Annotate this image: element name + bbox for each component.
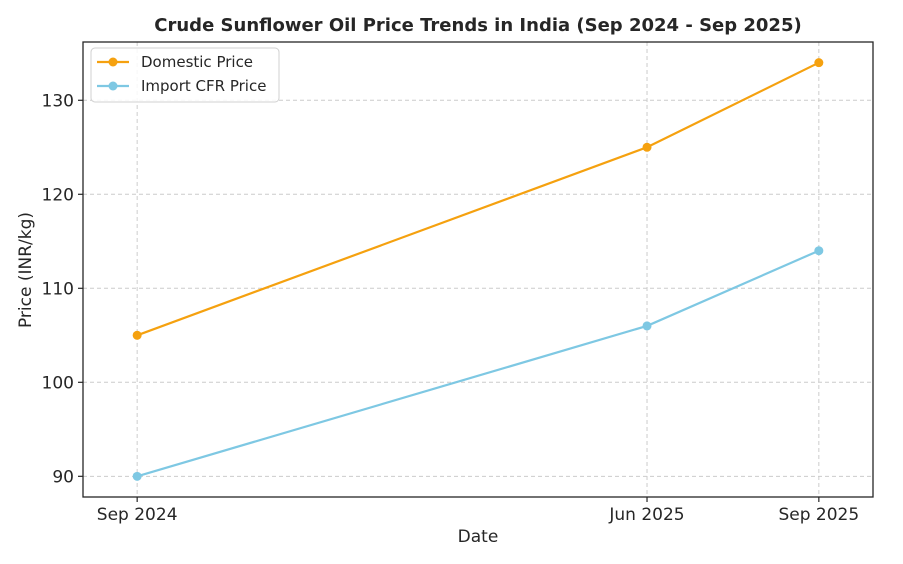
y-tick-label: 110 — [42, 279, 74, 299]
chart-title: Crude Sunflower Oil Price Trends in Indi… — [154, 15, 801, 36]
axes-frame — [82, 41, 874, 498]
legend-label: Domestic Price — [141, 53, 253, 71]
x-tick-label: Jun 2025 — [608, 505, 684, 525]
x-axis-label: Date — [458, 527, 499, 547]
legend: Domestic Price Import CFR Price — [90, 47, 280, 103]
data-point — [642, 142, 652, 152]
y-tick-label: 130 — [42, 91, 74, 111]
x-tick-label: Sep 2025 — [778, 505, 859, 525]
y-axis-label: Price (INR/kg) — [16, 212, 36, 328]
series-1 — [132, 58, 824, 340]
legend-box — [90, 47, 280, 103]
legend-swatch-marker — [108, 81, 118, 91]
data-point — [642, 321, 652, 331]
legend-item: Domestic Price — [97, 53, 253, 71]
y-tick-label: 120 — [42, 185, 74, 205]
data-point — [132, 330, 142, 340]
legend-swatch-marker — [108, 57, 118, 67]
y-tick-label: 100 — [42, 373, 74, 393]
legend-item: Import CFR Price — [97, 77, 266, 95]
series-line — [136, 249, 820, 478]
grid — [83, 42, 873, 497]
data-point — [132, 471, 142, 481]
legend-label: Import CFR Price — [141, 77, 266, 95]
data-point — [814, 246, 824, 256]
data-point — [814, 58, 824, 68]
series-2 — [132, 246, 824, 481]
plot-area — [132, 58, 824, 481]
x-tick-label: Sep 2024 — [97, 505, 178, 525]
y-tick-label: 90 — [52, 467, 74, 487]
axis-ticks: 90 100 110 120 130 Sep 2024 Jun 2025 Sep 2025 — [42, 91, 860, 525]
